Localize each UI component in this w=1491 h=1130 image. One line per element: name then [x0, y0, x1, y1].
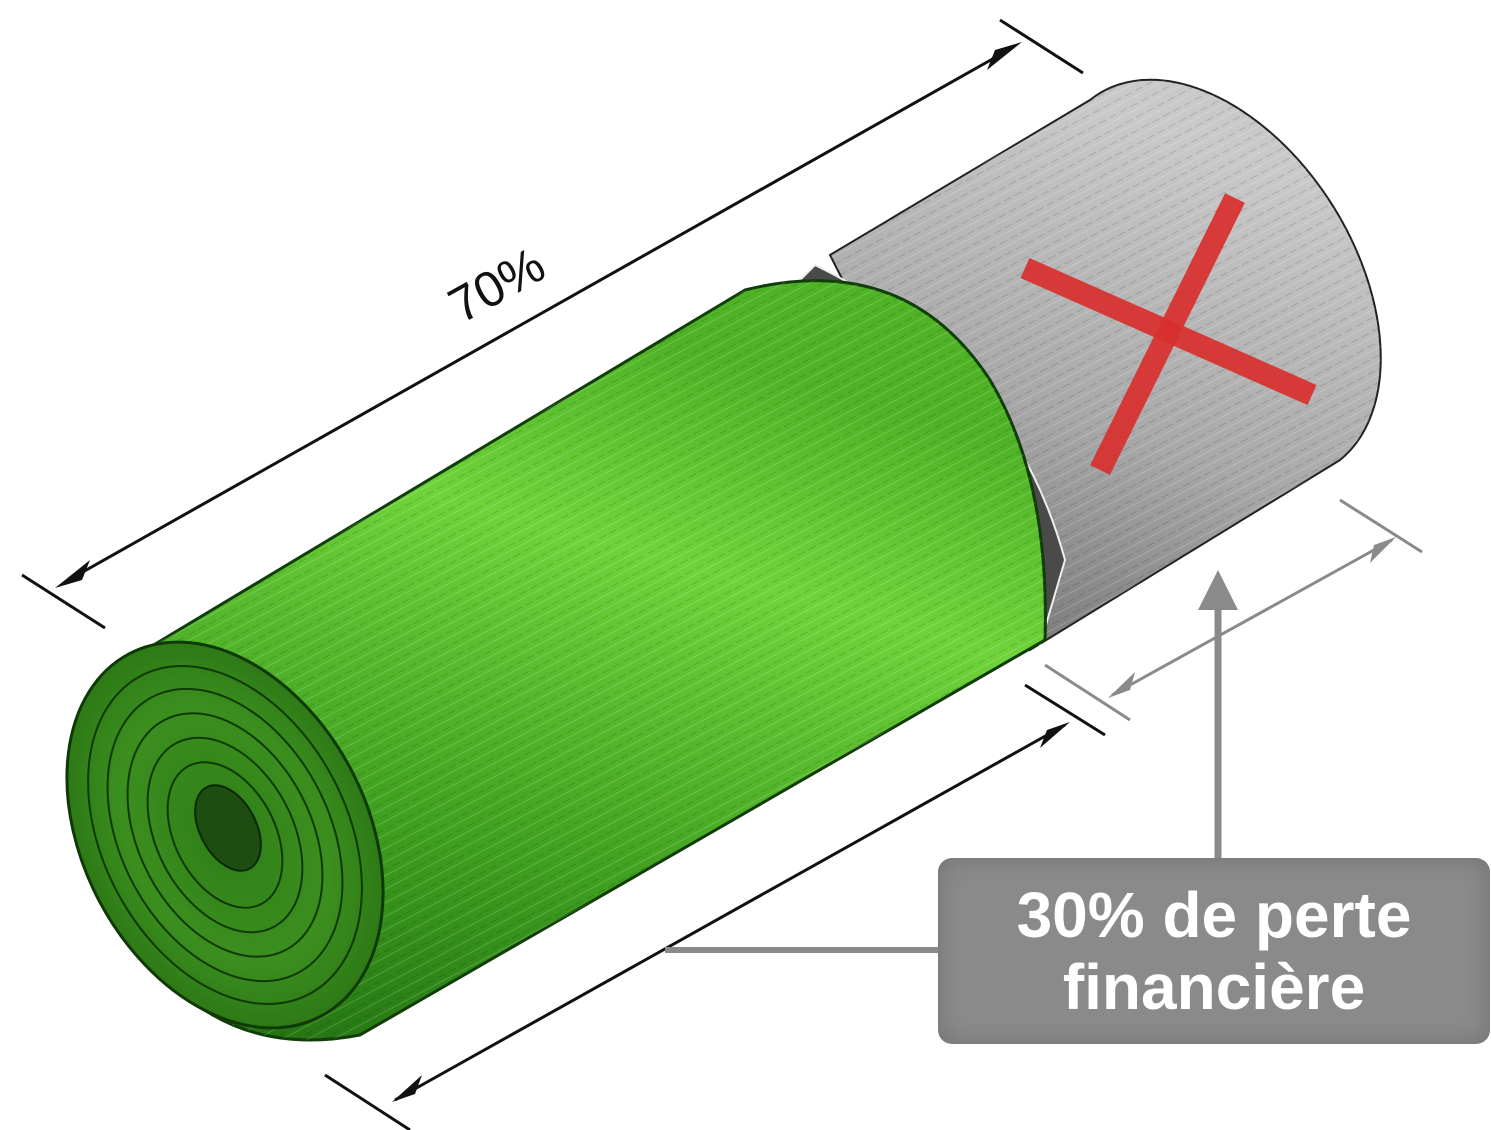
roll-end-spiral [65, 640, 385, 1030]
callout-line-1: 30% de perte [1016, 879, 1412, 951]
callout-line-2: financière [1062, 951, 1366, 1023]
cross-mark-icon [1020, 193, 1317, 475]
callout-leaders [665, 570, 1238, 953]
loss-dimension-line [1044, 498, 1423, 722]
bottom-dimension-line [324, 683, 1106, 1130]
top-dimension-label: 70% [439, 236, 554, 333]
financial-loss-callout: 30% de perte financière [938, 858, 1490, 1044]
